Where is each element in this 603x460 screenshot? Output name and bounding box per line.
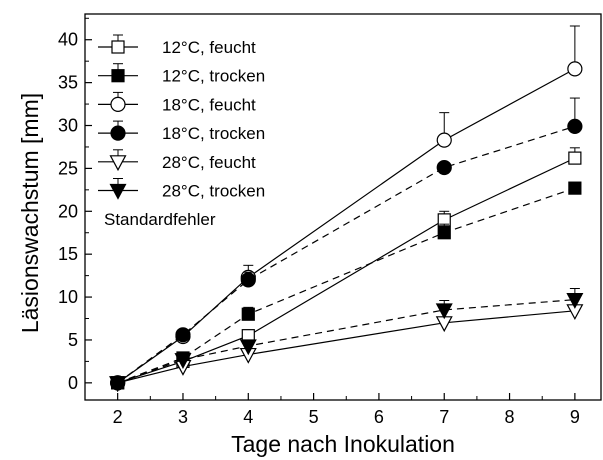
series-line [117,310,575,384]
x-tick-label: 3 [178,407,188,427]
legend-item: 28°C, trocken [98,178,265,201]
data-point [436,132,452,148]
legend-marker [111,40,125,54]
x-axis-label: Tage nach Inokulation [231,431,455,457]
legend-marker [110,96,126,113]
data-point [174,353,192,369]
x-tick-label: 7 [439,407,449,427]
legend-label: 18°C, trocken [162,124,265,143]
x-tick-label: 8 [505,407,515,427]
legend-label: 28°C, feucht [162,153,256,172]
data-point [240,272,256,288]
x-tick-label: 9 [570,407,580,427]
series-6 [109,287,584,393]
legend-marker [111,69,125,83]
data-point [568,181,582,195]
legend-label: 12°C, feucht [162,38,256,57]
x-tick-label: 5 [309,407,319,427]
x-tick-label: 2 [113,407,123,427]
legend-marker [110,125,126,141]
series-line [117,125,576,384]
plot-frame-group [84,13,602,401]
data-point [567,61,583,77]
data-point [241,307,255,321]
x-tick-label: 4 [243,407,253,427]
legend-note: Standardfehler [104,210,216,229]
y-tick-label: 30 [58,116,78,136]
data-point [109,376,127,393]
legend-marker [109,155,127,172]
y-tick-label: 20 [58,201,78,221]
x-tick-label: 6 [374,407,384,427]
data-point [175,327,191,343]
axis-ticks-group: 2 3 4 5 6 7 8 9 0 5 10 15 20 25 30 35 40 [58,17,580,427]
data-point [239,339,257,356]
data-point [568,151,582,165]
y-tick-label: 10 [58,287,78,307]
series-group [109,25,584,393]
legend-item: 12°C, feucht [98,34,256,57]
y-tick-label: 40 [58,30,78,50]
y-axis-label: Läsionswachstum [mm] [17,93,43,333]
y-tick-label: 15 [58,244,78,264]
data-point [437,226,451,240]
y-tick-label: 25 [58,158,78,178]
data-point [435,303,453,320]
series-5 [109,304,584,393]
legend-item: 12°C, trocken [98,63,265,86]
y-tick-label: 35 [58,73,78,93]
legend-label: 28°C, trocken [162,182,265,201]
y-tick-label: 0 [68,373,78,393]
legend-label: 12°C, trocken [162,67,265,86]
plot-frame [84,13,602,401]
legend-item: 18°C, feucht [98,91,256,114]
y-tick-label: 5 [68,330,78,350]
legend: 12°C, feucht 12°C, trocken 18°C, feucht 18°… [98,34,265,229]
legend-item: 18°C, trocken [98,120,265,143]
legend-item: 28°C, feucht [98,149,256,172]
data-point [567,118,583,134]
data-point [436,159,452,176]
data-point [566,293,584,309]
series-4 [110,97,583,391]
legend-label: 18°C, feucht [162,95,256,114]
legend-marker [109,183,127,200]
